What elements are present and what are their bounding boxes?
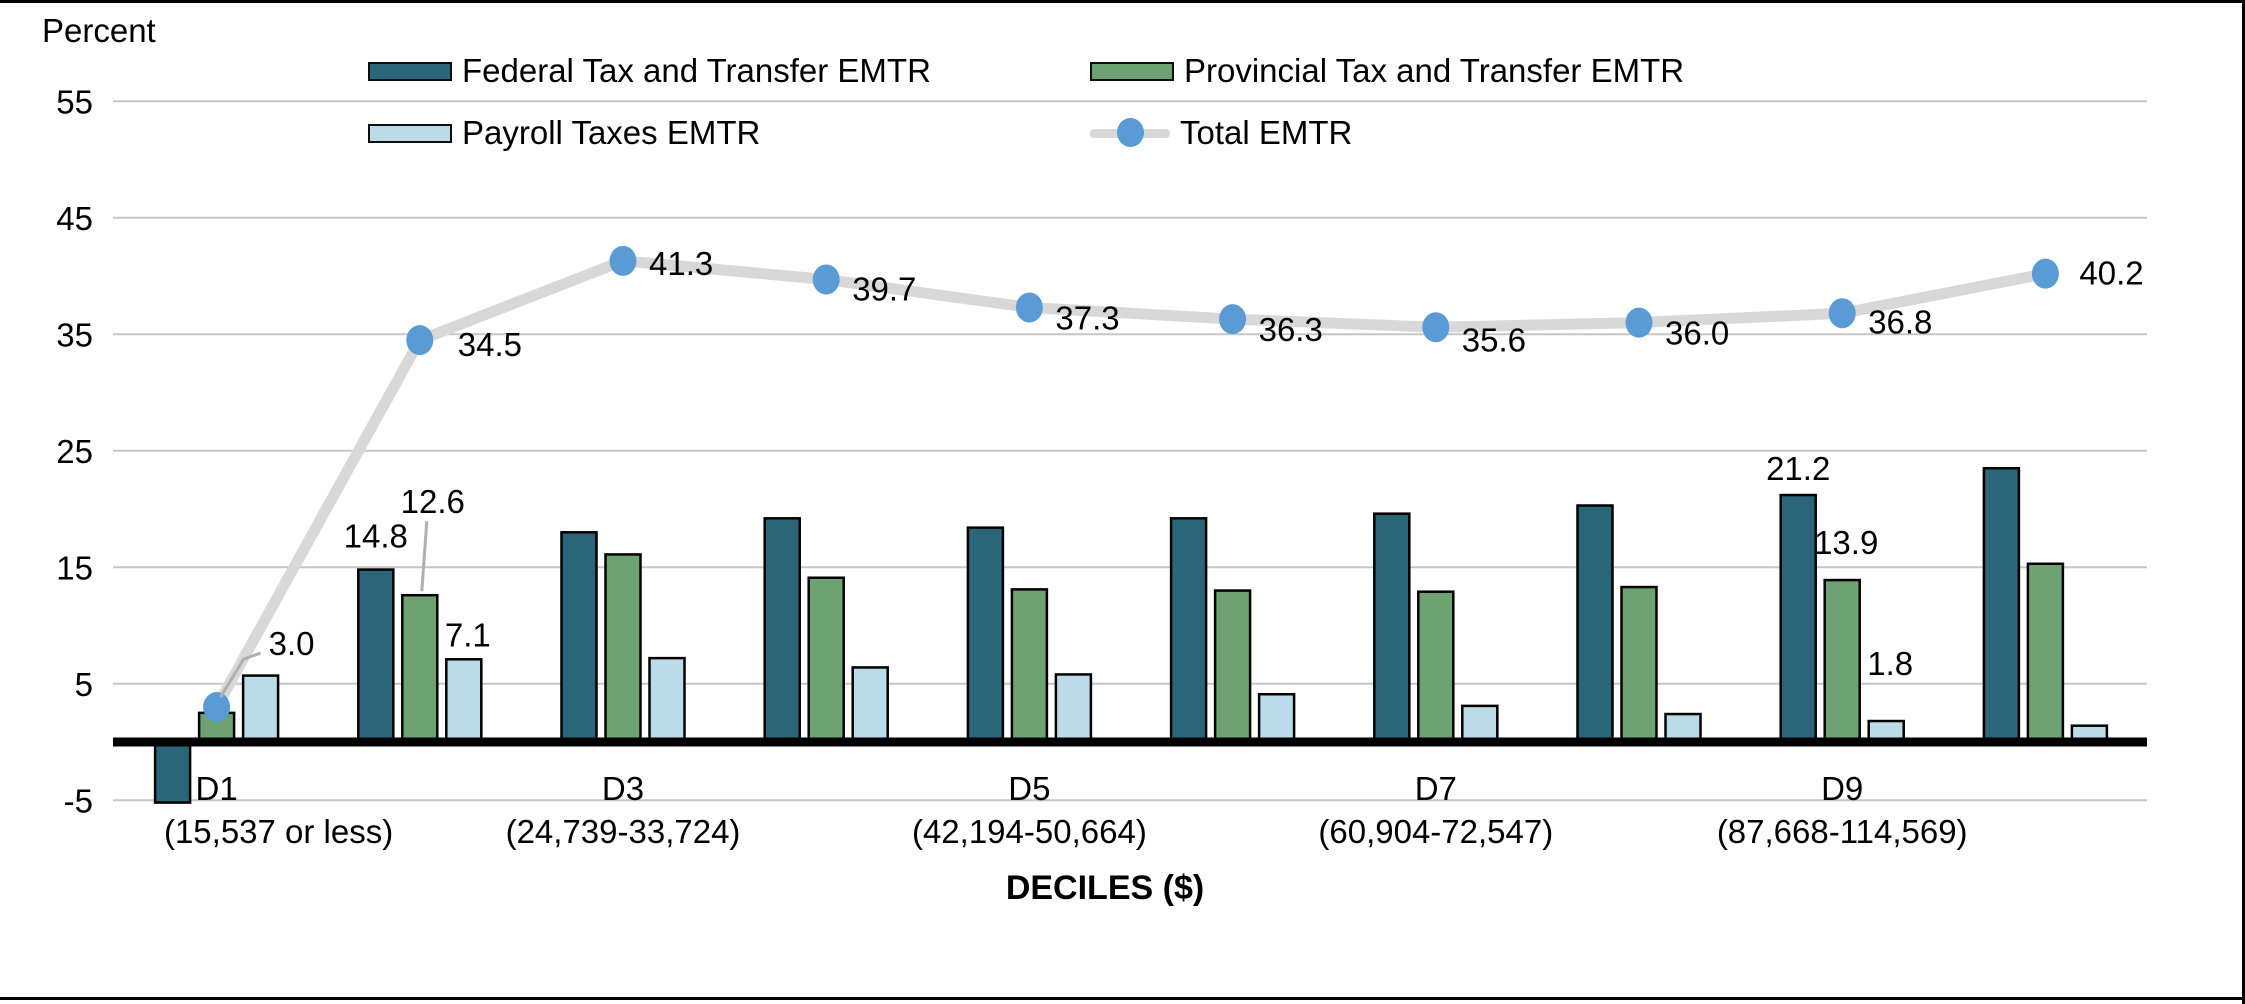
bottom-border-line (0, 997, 2245, 1000)
x-tick-D1: D1 (196, 770, 238, 807)
bar-federal-D7 (1373, 512, 1411, 744)
bar-provincial-D3 (604, 553, 642, 744)
legend-item-label: Federal Tax and Transfer EMTR (462, 52, 931, 89)
bar-provincial-D10 (2026, 562, 2065, 744)
legend-item-federal: Federal Tax and Transfer EMTR (368, 52, 931, 90)
bar-payroll-D5 (1054, 673, 1093, 744)
y-tick-label-5: 5 (75, 666, 93, 703)
bar-provincial-D4 (807, 576, 845, 744)
total-marker-D6 (1219, 304, 1247, 335)
top-border-line (0, 0, 2245, 3)
point-label-D10: 40.2 (2079, 255, 2143, 292)
bar-payroll-D1 (241, 674, 280, 744)
point-label-D9: 36.8 (1868, 303, 1932, 340)
bar-provincial-D5 (1010, 588, 1049, 744)
bar-provincial-D6 (1213, 589, 1252, 744)
total-marker-D7 (1422, 312, 1450, 343)
legend-item-provincial: Provincial Tax and Transfer EMTR (1090, 52, 1684, 90)
y-tick-label-35: 35 (56, 316, 93, 353)
bar-federal-D6 (1169, 517, 1208, 744)
total-marker-D10 (2031, 258, 2059, 289)
x-tick-range-D7: (60,904-72,547) (1318, 813, 1553, 850)
point-label-D6: 36.3 (1259, 311, 1323, 348)
bar-label-7.1: 7.1 (445, 616, 491, 653)
x-tick-range-D1: (15,537 or less) (164, 813, 393, 850)
point-label-D3: 41.3 (649, 245, 713, 282)
percent-axis-title: Percent (42, 12, 156, 49)
x-tick-D9: D9 (1821, 770, 1863, 807)
y-tick-label-15: 15 (56, 549, 93, 586)
x-tick-range-D9: (87,668-114,569) (1717, 813, 1968, 850)
bar-payroll-D3 (648, 656, 686, 744)
bar-federal-D4 (763, 517, 801, 744)
bar-federal-D5 (966, 526, 1005, 744)
bar-label-14.8: 14.8 (344, 518, 408, 555)
right-border-line (2242, 0, 2245, 1004)
bar-provincial-D9 (1823, 578, 1861, 744)
total-marker-D2 (406, 325, 434, 356)
bar-federal-D3 (560, 531, 598, 744)
total-emtr-line (211, 255, 2051, 713)
legend-item-total: Total EMTR (1090, 114, 1352, 152)
total-marker-D9 (1828, 298, 1856, 329)
x-tick-range-D3: (24,739-33,724) (506, 813, 741, 850)
point-label-D7: 35.6 (1462, 321, 1526, 358)
bar-label-21.2: 21.2 (1766, 450, 1830, 487)
point-label-D1: 3.0 (269, 625, 315, 662)
point-label-D8: 36.0 (1665, 315, 1729, 352)
y-tick-label-45: 45 (56, 200, 93, 237)
total-marker-D4 (812, 264, 840, 295)
bar-federal-D8 (1576, 504, 1614, 744)
leader-total-D1 (219, 651, 262, 698)
bar-payroll-D4 (851, 666, 889, 744)
bar-provincial-D7 (1417, 590, 1455, 744)
bar-federal-D2 (357, 568, 395, 744)
deciles-axis-title: DECILES ($) (1005, 869, 1205, 907)
bar-provincial-D2 (401, 593, 439, 744)
payroll-swatch-icon (368, 123, 452, 143)
total-marker-D8 (1625, 307, 1653, 338)
total-marker-D5 (1015, 292, 1043, 323)
legend-item-label: Total EMTR (1180, 114, 1353, 151)
bar-payroll-D2 (445, 658, 483, 744)
bar-payroll-D6 (1257, 692, 1296, 744)
total-line-marker-icon (1090, 114, 1170, 152)
x-tick-D3: D3 (602, 770, 644, 807)
bar-label-1.8: 1.8 (1867, 645, 1913, 682)
zero-axis-line (113, 737, 2147, 747)
y-tick-label--5: -5 (64, 782, 93, 819)
point-label-D2: 34.5 (458, 326, 522, 363)
bar-federal-D10 (1982, 466, 2021, 744)
bar-federal-D9 (1779, 493, 1817, 744)
y-tick-label-25: 25 (56, 433, 93, 470)
bar-label-12.6: 12.6 (401, 483, 465, 520)
legend-item-label: Payroll Taxes EMTR (462, 114, 761, 151)
point-label-D5: 37.3 (1055, 299, 1119, 336)
x-tick-D5: D5 (1008, 770, 1050, 807)
x-tick-range-D5: (42,194-50,664) (912, 813, 1147, 850)
bar-provincial-D8 (1620, 585, 1658, 744)
total-marker-D3 (609, 245, 637, 276)
bar-label-13.9: 13.9 (1814, 524, 1878, 561)
bar-federal-D1 (153, 740, 192, 804)
legend-item-payroll: Payroll Taxes EMTR (368, 114, 760, 152)
legend-item-label: Provincial Tax and Transfer EMTR (1184, 52, 1685, 89)
federal-swatch-icon (368, 61, 452, 81)
bar-payroll-D7 (1461, 704, 1499, 744)
y-tick-label-55: 55 (56, 83, 93, 120)
provincial-swatch-icon (1090, 61, 1174, 81)
leader-bar-label (420, 521, 429, 592)
point-label-D4: 39.7 (852, 270, 916, 307)
x-tick-D7: D7 (1415, 770, 1457, 807)
total-marker-D1 (203, 692, 231, 723)
